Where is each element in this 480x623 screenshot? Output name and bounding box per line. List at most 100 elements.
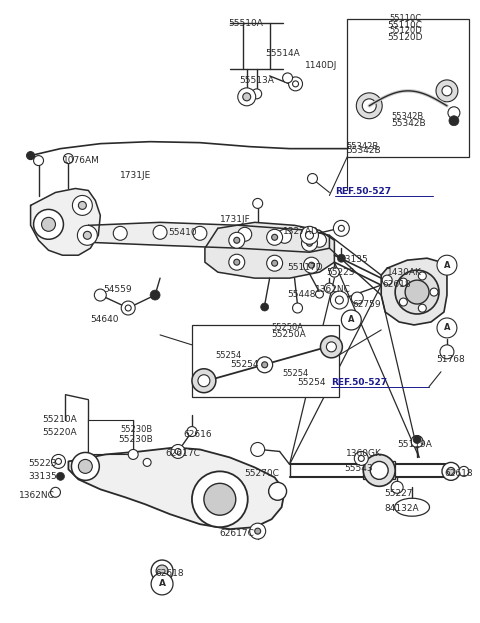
Circle shape — [269, 482, 287, 500]
Bar — [348, 19, 469, 156]
Circle shape — [363, 454, 395, 487]
Circle shape — [171, 444, 185, 459]
Text: A: A — [348, 315, 355, 325]
Circle shape — [78, 459, 92, 473]
Circle shape — [252, 199, 263, 209]
Circle shape — [418, 272, 426, 280]
Text: 55254: 55254 — [230, 360, 258, 369]
Circle shape — [292, 303, 302, 313]
Circle shape — [204, 483, 236, 515]
Text: REF.50-527: REF.50-527 — [331, 378, 387, 387]
Circle shape — [303, 257, 320, 273]
Ellipse shape — [395, 498, 430, 516]
Bar — [192, 325, 339, 397]
Text: 1362NC: 1362NC — [19, 492, 55, 500]
Circle shape — [405, 280, 429, 304]
Text: 1327AD: 1327AD — [283, 227, 318, 236]
Text: 62759: 62759 — [352, 300, 381, 309]
Circle shape — [430, 288, 438, 296]
Circle shape — [238, 227, 252, 241]
Text: 84132A: 84132A — [384, 504, 419, 513]
Text: 51768: 51768 — [436, 355, 465, 364]
Text: 55117D: 55117D — [288, 263, 323, 272]
Circle shape — [362, 99, 376, 113]
Text: 55342B: 55342B — [391, 112, 423, 121]
Text: 55254: 55254 — [283, 369, 309, 378]
Circle shape — [193, 226, 207, 240]
Circle shape — [95, 289, 106, 301]
Circle shape — [449, 116, 459, 126]
Circle shape — [57, 472, 64, 480]
Circle shape — [418, 304, 426, 312]
Circle shape — [128, 449, 138, 459]
Circle shape — [234, 237, 240, 243]
Circle shape — [251, 442, 264, 457]
Circle shape — [272, 234, 277, 240]
Circle shape — [63, 154, 73, 164]
Circle shape — [437, 255, 457, 275]
Circle shape — [243, 93, 251, 101]
Circle shape — [277, 229, 291, 243]
Circle shape — [440, 345, 454, 359]
Circle shape — [257, 357, 273, 373]
Circle shape — [84, 231, 91, 239]
Text: 62617C: 62617C — [220, 529, 255, 538]
Circle shape — [50, 487, 60, 497]
Text: 55223: 55223 — [326, 268, 355, 277]
Circle shape — [326, 342, 336, 352]
Text: 55448: 55448 — [288, 290, 316, 299]
Text: 62618: 62618 — [382, 280, 411, 289]
Text: 55250A: 55250A — [272, 330, 306, 339]
Text: 55342B: 55342B — [347, 146, 381, 155]
Circle shape — [399, 278, 408, 286]
Text: 62618: 62618 — [444, 469, 473, 478]
Circle shape — [448, 107, 460, 119]
Circle shape — [395, 270, 439, 314]
Text: 55342B: 55342B — [391, 119, 426, 128]
Circle shape — [267, 255, 283, 271]
Circle shape — [351, 292, 363, 304]
Text: 55513A: 55513A — [240, 76, 275, 85]
Text: 1731JF: 1731JF — [220, 216, 251, 224]
Circle shape — [459, 467, 469, 477]
Circle shape — [288, 77, 302, 91]
Circle shape — [121, 301, 135, 315]
Circle shape — [187, 427, 197, 437]
Text: 55120D: 55120D — [387, 33, 423, 42]
Circle shape — [113, 226, 127, 240]
Text: 54559: 54559 — [103, 285, 132, 294]
Circle shape — [262, 362, 268, 368]
Circle shape — [382, 275, 392, 285]
Text: 55254: 55254 — [216, 351, 242, 360]
Polygon shape — [69, 447, 285, 529]
Text: 55270C: 55270C — [245, 469, 280, 478]
Text: 62617C: 62617C — [165, 449, 200, 459]
Circle shape — [370, 462, 388, 479]
Text: A: A — [158, 579, 166, 589]
Text: A: A — [444, 260, 450, 270]
Text: 62616: 62616 — [183, 429, 212, 439]
Text: 1430AK: 1430AK — [387, 268, 422, 277]
Text: 55110C: 55110C — [387, 21, 422, 30]
Circle shape — [315, 290, 324, 298]
Circle shape — [292, 81, 299, 87]
Circle shape — [305, 231, 313, 239]
Text: 55223: 55223 — [29, 459, 57, 468]
Text: A: A — [444, 323, 450, 333]
Text: 33135: 33135 — [29, 472, 57, 482]
Text: 55210A: 55210A — [43, 414, 77, 424]
Circle shape — [272, 260, 277, 266]
Text: REF.50-527: REF.50-527 — [336, 188, 392, 196]
Circle shape — [336, 296, 343, 304]
Circle shape — [267, 229, 283, 245]
Circle shape — [56, 459, 61, 464]
Text: 33135: 33135 — [339, 255, 368, 264]
Circle shape — [229, 232, 245, 248]
Circle shape — [252, 89, 262, 99]
Circle shape — [255, 528, 261, 534]
Circle shape — [301, 235, 317, 251]
Circle shape — [413, 435, 421, 444]
Circle shape — [72, 196, 92, 216]
Circle shape — [358, 455, 364, 462]
Text: 55227: 55227 — [384, 489, 413, 498]
